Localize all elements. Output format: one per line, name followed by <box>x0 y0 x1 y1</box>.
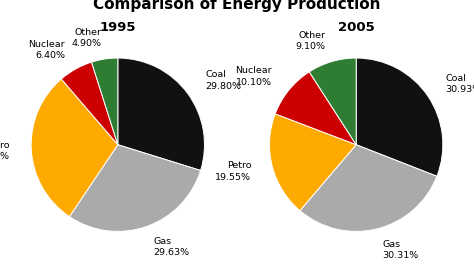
Text: Petro
29.27%: Petro 29.27% <box>0 141 9 161</box>
Text: Gas
30.31%: Gas 30.31% <box>383 240 419 260</box>
Text: Other
4.90%: Other 4.90% <box>71 28 101 48</box>
Text: Coal
30.93%: Coal 30.93% <box>446 74 474 94</box>
Text: Gas
29.63%: Gas 29.63% <box>154 237 190 257</box>
Text: Coal
29.80%: Coal 29.80% <box>205 70 241 91</box>
Wedge shape <box>69 145 201 231</box>
Wedge shape <box>61 62 118 145</box>
Text: Nuclear
6.40%: Nuclear 6.40% <box>28 40 65 60</box>
Wedge shape <box>118 58 204 170</box>
Wedge shape <box>309 58 356 145</box>
Text: Comparison of Energy Production: Comparison of Energy Production <box>93 0 381 12</box>
Title: 1995: 1995 <box>100 21 136 34</box>
Wedge shape <box>300 145 437 231</box>
Wedge shape <box>275 72 356 145</box>
Wedge shape <box>91 58 118 145</box>
Text: Other
9.10%: Other 9.10% <box>296 31 326 51</box>
Wedge shape <box>356 58 443 176</box>
Wedge shape <box>270 114 356 211</box>
Text: Petro
19.55%: Petro 19.55% <box>215 161 251 181</box>
Title: 2005: 2005 <box>338 21 374 34</box>
Wedge shape <box>31 79 118 217</box>
Text: Nuclear
10.10%: Nuclear 10.10% <box>236 66 272 87</box>
